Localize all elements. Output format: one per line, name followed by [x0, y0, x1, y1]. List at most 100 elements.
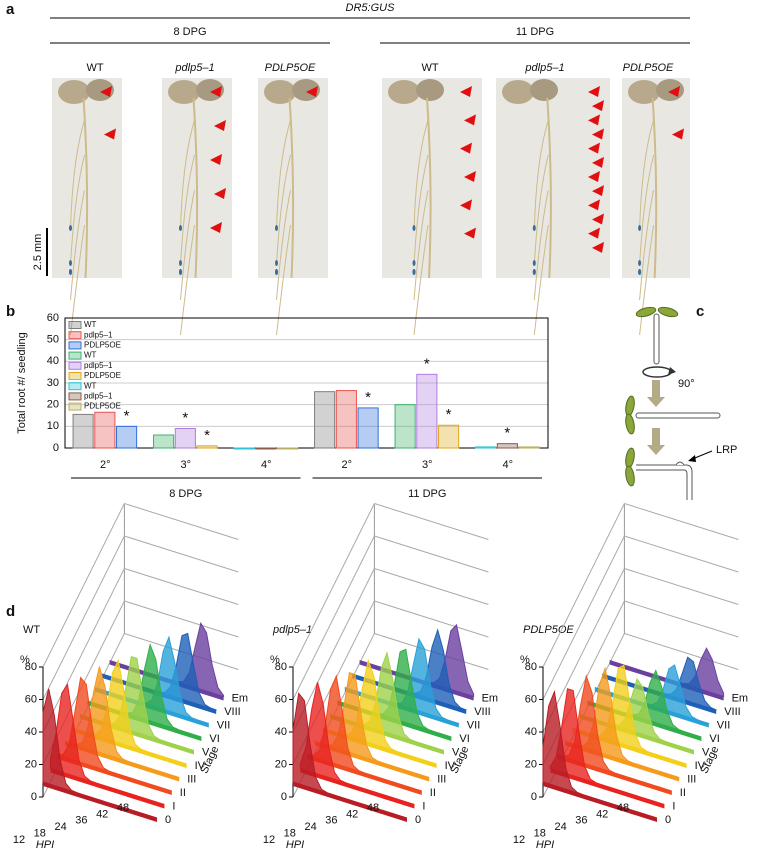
gus-stain: [638, 269, 642, 275]
genotype-label: PDLP5OE: [265, 62, 316, 74]
chart-title: WT: [23, 624, 40, 636]
wall: [42, 535, 125, 700]
stage-label: VIII: [224, 706, 241, 718]
chart-title: pdlp5–1: [272, 624, 312, 636]
bar: [475, 446, 497, 449]
root: [82, 97, 89, 279]
arrowhead: [592, 128, 604, 140]
lateral-root: [180, 154, 195, 266]
root: [635, 412, 721, 419]
y-tick-label: 40: [275, 726, 287, 738]
stage-label: I: [672, 800, 675, 812]
stage-label: VIII: [474, 706, 491, 718]
stage-label: VII: [217, 719, 230, 731]
wall: [624, 503, 739, 540]
significance: *: [424, 355, 430, 372]
arrowhead: [592, 156, 604, 168]
stage-label: II: [680, 787, 686, 799]
stage-label: 0: [415, 814, 421, 826]
gus-stain: [275, 225, 278, 231]
wall: [124, 568, 239, 605]
gus-stain: [532, 225, 536, 231]
legend-label: pdlp5–1: [84, 361, 113, 370]
cotyledon: [628, 80, 660, 104]
arrow: [647, 397, 665, 407]
x-tick-label: 12: [13, 834, 25, 846]
wall: [124, 535, 239, 573]
cotyledon: [656, 79, 684, 101]
x-tick-label: 3°: [422, 459, 433, 471]
wall: [624, 633, 739, 670]
bar: [94, 411, 116, 449]
legend-swatch: [68, 372, 82, 380]
y-tick-label: 30: [47, 377, 59, 389]
arrowhead: [214, 188, 226, 199]
lateral-root: [639, 189, 655, 301]
bar: [496, 443, 518, 449]
wall: [292, 503, 375, 668]
x-tick-label: 48: [617, 802, 629, 814]
x-tick-label: 48: [367, 802, 379, 814]
legend-label: pdlp5–1: [84, 330, 113, 339]
y-tick-label: 60: [275, 693, 287, 705]
wall: [42, 568, 125, 733]
stage-label: V: [702, 746, 710, 758]
lateral-root: [639, 224, 655, 336]
wall: [374, 568, 489, 605]
arrowhead: [668, 367, 676, 375]
lateral-root: [639, 119, 655, 231]
y-tick-label: 80: [275, 661, 287, 673]
arrowhead: [588, 171, 600, 182]
x-tick-label: 12: [263, 834, 275, 846]
x-tick-label: 42: [346, 808, 358, 820]
stage-label: V: [202, 746, 210, 758]
gus-stain: [69, 269, 72, 275]
bar: [394, 404, 416, 449]
bar: [116, 425, 138, 449]
wall: [42, 503, 125, 668]
stage-label: IV: [445, 760, 456, 772]
lateral-root: [276, 224, 291, 336]
y-tick-label: 40: [47, 355, 59, 367]
gus-stain: [532, 260, 536, 266]
wall: [292, 568, 375, 733]
genotype-label: WT: [421, 62, 438, 74]
group-label: 11 DPG: [516, 26, 554, 38]
y-axis-label: Total root #/ seedling: [16, 332, 28, 434]
y-tick-label: 80: [525, 661, 537, 673]
gus-stain: [638, 225, 642, 231]
angle-label: 90°: [678, 378, 695, 390]
cotyledon: [388, 80, 420, 104]
cotyledon: [168, 80, 200, 104]
stage-label: Em: [482, 692, 499, 704]
root: [546, 97, 552, 279]
panel-title: DR5:GUS: [346, 2, 396, 14]
stage-label: VII: [717, 719, 730, 731]
panel-label: d: [6, 603, 15, 620]
lateral-root: [70, 224, 85, 336]
gus-stain: [275, 260, 278, 266]
wall: [542, 503, 625, 668]
bar: [255, 447, 277, 450]
x-tick-label: 18: [34, 828, 46, 840]
arrowhead: [592, 241, 604, 253]
arrowhead: [104, 128, 116, 140]
x-tick-label: 2°: [100, 459, 111, 471]
x-tick-label: 18: [534, 828, 546, 840]
x-tick-label: 18: [284, 828, 296, 840]
stage-label: VIII: [724, 706, 741, 718]
rotation-arrow: [642, 366, 672, 378]
significance: *: [182, 409, 188, 426]
x-tick-label: 42: [596, 808, 608, 820]
wall: [124, 600, 239, 638]
stage-label: III: [687, 773, 696, 785]
y-axis-label: %: [20, 654, 30, 666]
x-tick-label: 36: [75, 815, 87, 827]
arrowhead: [460, 86, 472, 97]
gus-stain: [275, 269, 278, 275]
legend-label: WT: [84, 320, 97, 329]
cotyledon: [625, 395, 635, 417]
arrowhead: [214, 120, 226, 131]
x-tick-label: 4°: [502, 459, 513, 471]
